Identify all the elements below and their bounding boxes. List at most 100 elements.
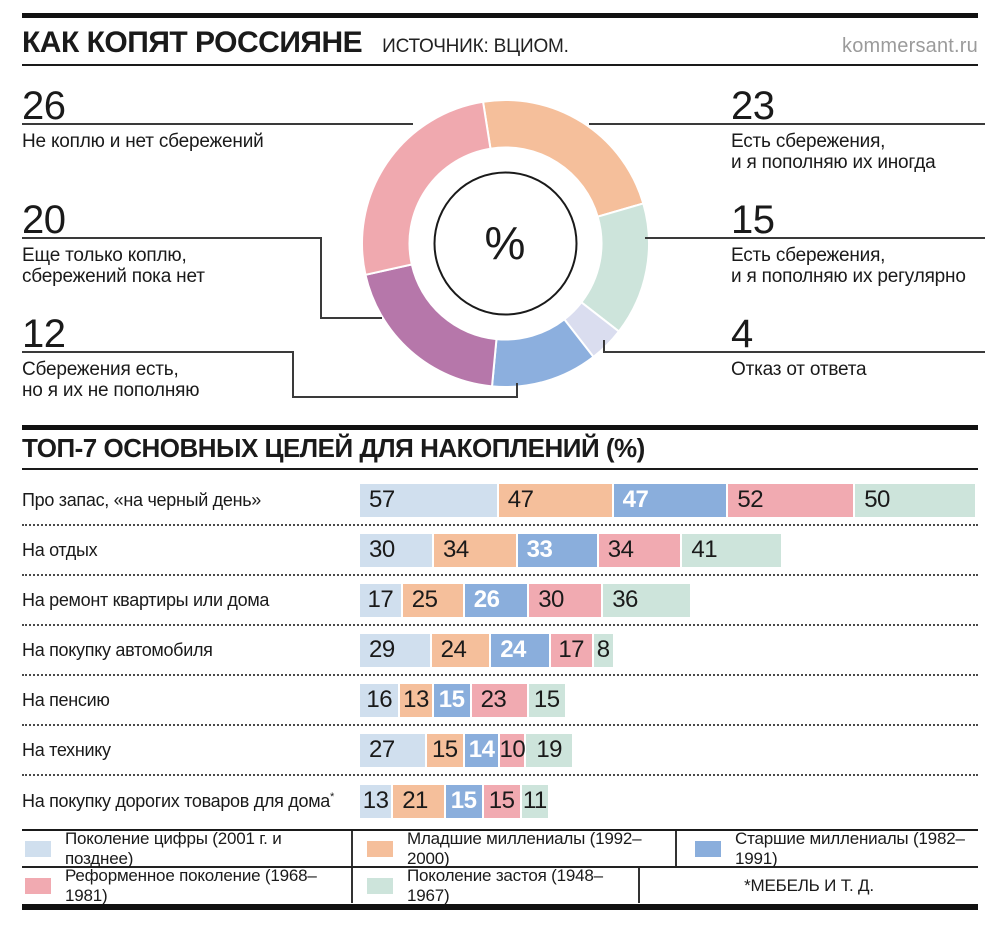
goal-row: На технику 27 15 14 10 19 bbox=[22, 726, 978, 776]
callout-line-4-elbow bbox=[603, 340, 605, 353]
bar-segment: 47 bbox=[498, 483, 612, 517]
bar-value: 11 bbox=[522, 787, 547, 814]
bar-value: 34 bbox=[607, 536, 634, 563]
bar-value: 33 bbox=[526, 536, 553, 563]
bar-value: 30 bbox=[369, 536, 395, 563]
goal-row: Про запас, «на черный день» 57 47 47 52 50 bbox=[22, 476, 978, 526]
bar-value: 26 bbox=[473, 586, 500, 613]
bar-value: 30 bbox=[538, 586, 564, 613]
donut-value-23: 23 bbox=[731, 84, 775, 128]
bar-segment: 29 bbox=[360, 633, 430, 667]
legend-top-divider bbox=[22, 829, 978, 831]
bar-value: 27 bbox=[369, 736, 395, 763]
donut-value-20: 20 bbox=[22, 198, 66, 242]
legend-item-younger-millennials: Младшие миллениалы (1992–2000) bbox=[353, 828, 677, 868]
bar-value: 17 bbox=[558, 636, 585, 663]
bar-value: 16 bbox=[366, 686, 393, 713]
donut-label-20: Еще только коплю, сбережений пока нет bbox=[22, 245, 205, 288]
bar-value: 21 bbox=[402, 787, 428, 814]
goal-bars: 29 24 24 17 8 bbox=[360, 633, 613, 667]
bar-segment: 27 bbox=[360, 733, 425, 767]
bar-segment: 34 bbox=[598, 533, 681, 567]
bar-segment: 14 bbox=[464, 733, 499, 767]
bar-segment: 24 bbox=[431, 633, 490, 667]
bar-value: 57 bbox=[369, 486, 395, 513]
legend-item-gen-digital: Поколение цифры (2001 г. и позднее) bbox=[22, 829, 353, 868]
callout-line-12-elbow bbox=[292, 396, 518, 398]
legend-label: Старшие миллениалы (1982–1991) bbox=[735, 828, 965, 868]
goal-label: На покупку автомобиля bbox=[22, 639, 213, 660]
savings-donut-chart bbox=[361, 99, 650, 388]
donut-label-12: Сбережения есть, но я их не пополняю bbox=[22, 359, 200, 402]
legend-label: Младшие миллениалы (1992–2000) bbox=[407, 828, 642, 868]
goal-row: На отдых 30 34 33 34 41 bbox=[22, 526, 978, 576]
legend-item-stagnation-generation: Поколение застоя (1948–1967) bbox=[353, 865, 640, 905]
donut-value-12: 12 bbox=[22, 312, 66, 356]
bar-segment: 13 bbox=[360, 784, 392, 818]
goal-row: На покупку автомобиля 29 24 24 17 8 bbox=[22, 626, 978, 676]
bar-segment: 8 bbox=[593, 633, 613, 667]
legend-swatch bbox=[367, 877, 393, 894]
bottom-rule bbox=[22, 904, 978, 910]
bar-value: 14 bbox=[468, 736, 495, 763]
goal-row: На пенсию 16 13 15 23 15 bbox=[22, 676, 978, 726]
legend-row: Реформенное поколение (1968–1981) Поколе… bbox=[22, 865, 978, 905]
donut-label-26: Не коплю и нет сбережений bbox=[22, 131, 264, 152]
legend-swatch bbox=[695, 840, 721, 857]
legend-swatch bbox=[25, 840, 51, 857]
legend: Поколение цифры (2001 г. и позднее) Млад… bbox=[22, 828, 978, 905]
legend-item-reform-generation: Реформенное поколение (1968–1981) bbox=[22, 866, 353, 905]
section-rule bbox=[22, 425, 978, 430]
callout-line-15 bbox=[645, 237, 985, 239]
bar-value: 24 bbox=[440, 636, 467, 663]
bar-value: 50 bbox=[864, 486, 890, 513]
bar-value: 23 bbox=[480, 686, 507, 713]
top-rule bbox=[22, 13, 978, 18]
legend-swatch bbox=[25, 877, 51, 894]
goal-label: На ремонт квартиры или дома bbox=[22, 589, 270, 610]
bar-segment: 19 bbox=[526, 733, 572, 767]
goal-label: Про запас, «на черный день» bbox=[22, 489, 262, 510]
goal-bars: 30 34 33 34 41 bbox=[360, 533, 781, 567]
bar-value: 36 bbox=[612, 586, 638, 613]
legend-row: Поколение цифры (2001 г. и позднее) Млад… bbox=[22, 828, 978, 868]
bar-segment: 15 bbox=[483, 784, 520, 818]
bar-value: 10 bbox=[499, 736, 526, 763]
source-label: ИСТОЧНИК: ВЦИОМ. bbox=[382, 36, 569, 57]
goal-label: На покупку дорогих товаров для дома* bbox=[22, 790, 335, 811]
bar-segment: 15 bbox=[528, 683, 565, 717]
callout-line-26 bbox=[22, 123, 413, 125]
donut-value-15: 15 bbox=[731, 198, 775, 242]
bar-value: 15 bbox=[438, 686, 465, 713]
donut-label-15: Есть сбережения, и я пополняю их регуляр… bbox=[731, 245, 966, 288]
bar-segment: 13 bbox=[400, 683, 432, 717]
bar-segment: 21 bbox=[393, 784, 444, 818]
legend-label: Поколение застоя (1948–1967) bbox=[407, 865, 603, 905]
bar-value: 47 bbox=[622, 486, 649, 513]
bar-segment: 10 bbox=[499, 733, 526, 767]
goal-row: На покупку дорогих товаров для дома* 13 21… bbox=[22, 776, 978, 826]
bar-value: 15 bbox=[488, 787, 515, 814]
bar-value: 17 bbox=[367, 586, 394, 613]
callout-line-20-elbow bbox=[320, 317, 382, 319]
bar-value: 15 bbox=[533, 686, 560, 713]
bar-segment: 11 bbox=[521, 784, 548, 818]
bar-value: 19 bbox=[536, 736, 563, 763]
callout-line-20 bbox=[22, 237, 322, 239]
donut-label-4: Отказ от ответа bbox=[731, 359, 867, 380]
bar-segment: 52 bbox=[728, 483, 854, 517]
bar-value: 25 bbox=[411, 586, 438, 613]
bar-segment: 17 bbox=[360, 583, 401, 617]
donut-value-4: 4 bbox=[731, 312, 753, 356]
bar-value: 29 bbox=[369, 636, 395, 663]
bar-value: 24 bbox=[500, 636, 526, 663]
bar-value: 13 bbox=[403, 686, 429, 713]
site-watermark: kommersant.ru bbox=[842, 35, 978, 57]
bar-segment: 24 bbox=[491, 633, 549, 667]
bar-value: 47 bbox=[507, 486, 534, 513]
goal-label: На пенсию bbox=[22, 689, 110, 710]
callout-line-12-elbow bbox=[516, 383, 518, 398]
bar-segment: 50 bbox=[855, 483, 976, 517]
bar-value: 15 bbox=[450, 787, 477, 814]
